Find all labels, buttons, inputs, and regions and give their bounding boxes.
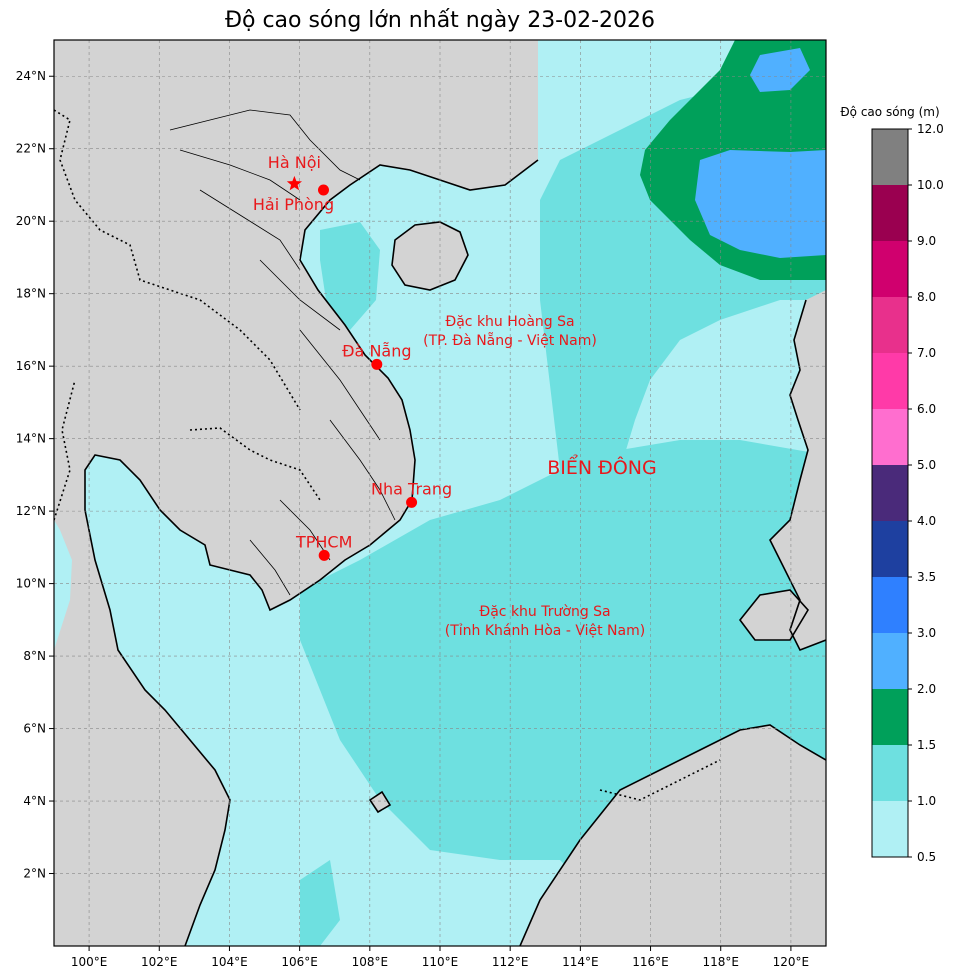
colorbar-title: Độ cao sóng (m) bbox=[840, 105, 939, 119]
region-label-truong-sa: Đặc khu Trường Sa (Tỉnh Khánh Hòa - Việt… bbox=[445, 604, 645, 639]
colorbar-segment bbox=[872, 577, 908, 633]
lat-tick-label: 24°N bbox=[16, 69, 46, 83]
colorbar-tick-label: 1.0 bbox=[917, 794, 936, 808]
colorbar-tick-label: 5.0 bbox=[917, 458, 936, 472]
wave-zone-2-3m bbox=[695, 48, 826, 258]
city-label: Nha Trang bbox=[371, 479, 452, 498]
region-label-hoang-sa: Đặc khu Hoàng Sa (TP. Đà Nẵng - Việt Nam… bbox=[423, 314, 597, 349]
lat-tick-label: 10°N bbox=[16, 577, 46, 591]
region-hoang-sa-line2: (TP. Đà Nẵng - Việt Nam) bbox=[423, 332, 597, 349]
colorbar-segment bbox=[872, 297, 908, 353]
lon-tick-label: 114°E bbox=[562, 955, 599, 969]
colorbar-segment bbox=[872, 241, 908, 297]
city-dot-icon bbox=[406, 496, 418, 508]
lon-tick-label: 112°E bbox=[492, 955, 529, 969]
city-dot-icon bbox=[371, 358, 383, 370]
country-borders bbox=[54, 109, 721, 801]
colorbar-tick-label: 2.0 bbox=[917, 682, 936, 696]
city-label: Hà Nội bbox=[268, 153, 321, 172]
city-label: Đà Nẵng bbox=[342, 341, 411, 360]
colorbar-segment bbox=[872, 689, 908, 745]
colorbar-segment bbox=[872, 465, 908, 521]
colorbar-segment bbox=[872, 801, 908, 857]
colorbar-tick-label: 8.0 bbox=[917, 290, 936, 304]
colorbar-segment bbox=[872, 353, 908, 409]
lat-tick-label: 14°N bbox=[16, 432, 46, 446]
map-title: Độ cao sóng lớn nhất ngày 23-02-2026 bbox=[224, 8, 656, 33]
colorbar-segment bbox=[872, 633, 908, 689]
colorbar-tick-label: 3.5 bbox=[917, 570, 936, 584]
lat-tick-label: 16°N bbox=[16, 359, 46, 373]
city-star-icon bbox=[286, 175, 302, 191]
lon-tick-label: 108°E bbox=[352, 955, 389, 969]
region-hoang-sa-line1: Đặc khu Hoàng Sa bbox=[445, 314, 574, 330]
latitude-axis: 2°N 4°N 6°N 8°N 10°N 12°N 14°N 16°N 18°N 20°N 22°N… bbox=[16, 69, 54, 881]
land-mass bbox=[54, 40, 826, 946]
colorbar-tick-label: 6.0 bbox=[917, 402, 936, 416]
lat-tick-label: 18°N bbox=[16, 287, 46, 301]
colorbar-frame bbox=[871, 128, 909, 858]
lat-tick-label: 8°N bbox=[23, 649, 46, 663]
longitude-axis: 100°E 102°E 104°E 106°E 108°E 110°E 112°E 114°E… bbox=[71, 946, 809, 969]
lat-tick-label: 12°N bbox=[16, 504, 46, 518]
lat-tick-label: 22°N bbox=[16, 142, 46, 156]
colorbar-tick-label: 4.0 bbox=[917, 514, 936, 528]
colorbar-tick-label: 1.5 bbox=[917, 738, 936, 752]
colorbar-segment bbox=[872, 185, 908, 241]
colorbar-segment bbox=[872, 129, 908, 185]
gridlines bbox=[54, 40, 826, 946]
coastlines bbox=[84, 159, 826, 946]
region-truong-sa-line1: Đặc khu Trường Sa bbox=[479, 604, 610, 620]
lon-tick-label: 110°E bbox=[422, 955, 459, 969]
lon-tick-label: 116°E bbox=[632, 955, 669, 969]
city-dot-icon bbox=[318, 549, 330, 561]
city-dot-icon bbox=[317, 184, 329, 196]
lat-tick-label: 6°N bbox=[23, 722, 46, 736]
colorbar-tick-label: 9.0 bbox=[917, 234, 936, 248]
colorbar-segment bbox=[872, 745, 908, 801]
lon-tick-label: 120°E bbox=[773, 955, 810, 969]
colorbar-segment bbox=[872, 521, 908, 577]
sea-name-label: BIỂN ĐÔNG bbox=[547, 453, 657, 479]
lat-tick-label: 2°N bbox=[23, 867, 46, 881]
colorbar-tick-label: 0.5 bbox=[917, 850, 936, 864]
lon-tick-label: 102°E bbox=[141, 955, 178, 969]
colorbar-tick-label: 10.0 bbox=[917, 178, 944, 192]
lon-tick-label: 100°E bbox=[71, 955, 108, 969]
lon-tick-label: 104°E bbox=[211, 955, 248, 969]
colorbar-tick-label: 12.0 bbox=[917, 122, 944, 136]
lat-tick-label: 4°N bbox=[23, 794, 46, 808]
city-label: Hải Phòng bbox=[253, 195, 334, 214]
region-truong-sa-line2: (Tỉnh Khánh Hòa - Việt Nam) bbox=[445, 623, 645, 639]
colorbar-tick-label: 7.0 bbox=[917, 346, 936, 360]
lon-tick-label: 118°E bbox=[702, 955, 739, 969]
city-label: TPHCM bbox=[295, 532, 352, 551]
colorbar-segment bbox=[872, 409, 908, 465]
colorbar-tick-label: 3.0 bbox=[917, 626, 936, 640]
lat-tick-label: 20°N bbox=[16, 214, 46, 228]
colorbar: 0.5 1.0 1.5 2.0 3.0 3.5 4.0 5.0 6.0 7.0 8.0 9.0 10.0… bbox=[871, 122, 944, 864]
lon-tick-label: 106°E bbox=[281, 955, 318, 969]
city-layer: Hà Nội Hải Phòng Đà Nẵng Nha Trang TPHCM bbox=[253, 153, 452, 561]
